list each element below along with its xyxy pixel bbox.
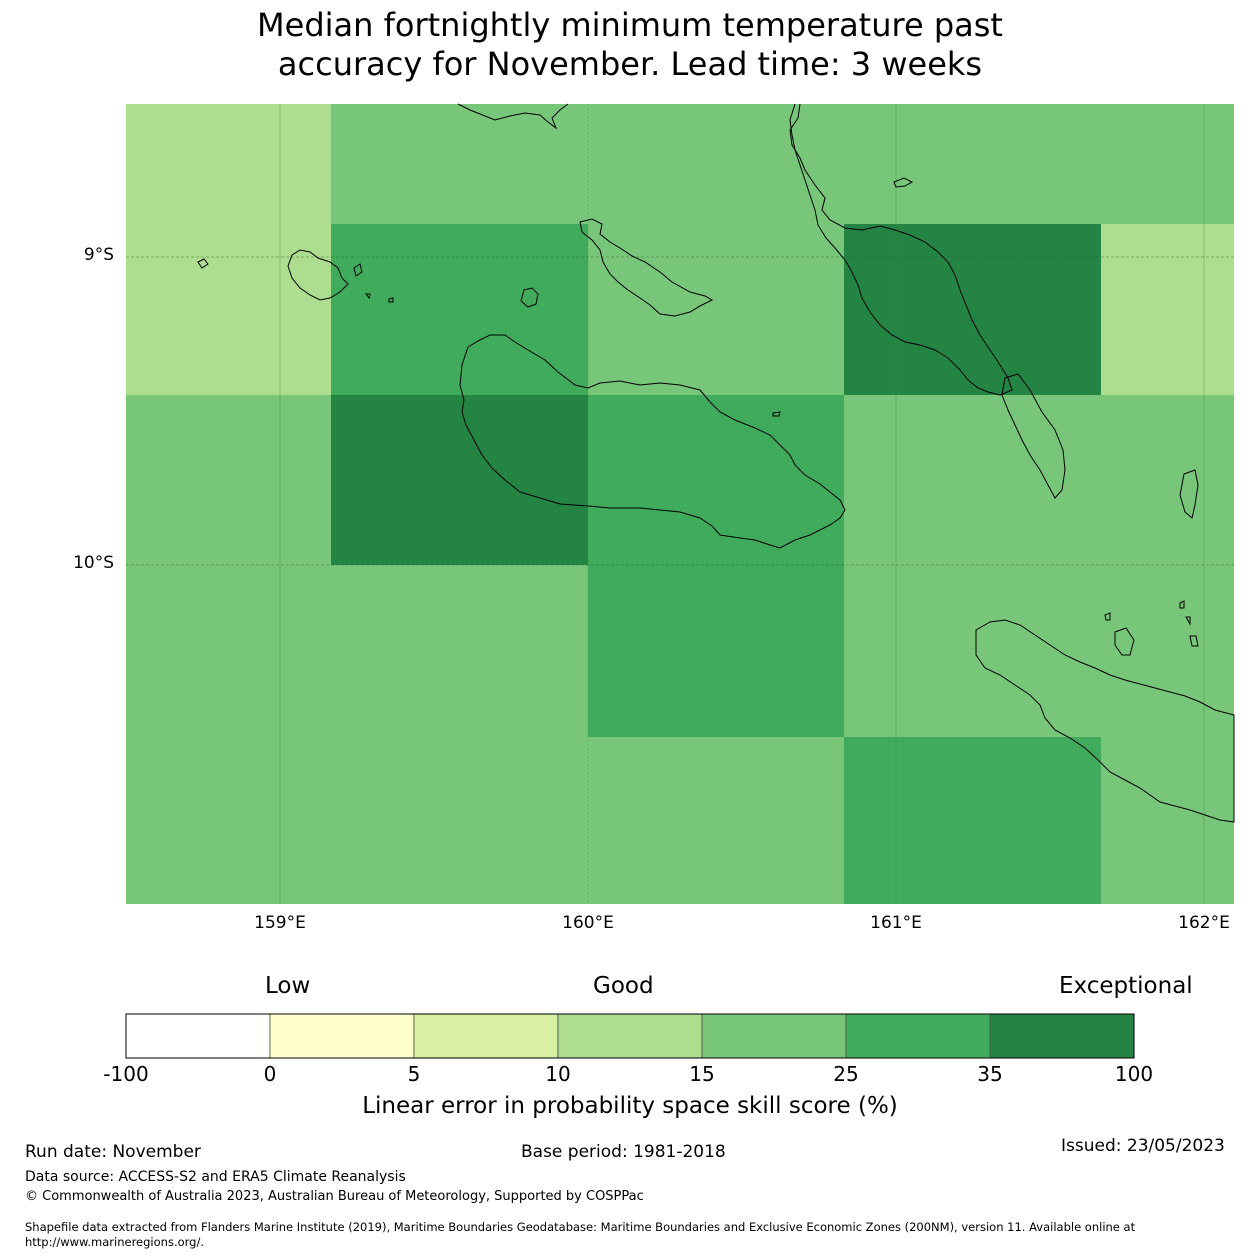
lon-label-162e: 162°E (1178, 913, 1230, 933)
grid-cell (1101, 565, 1234, 737)
coast-small-malaita (1001, 373, 1066, 499)
colorbar-band (989, 1013, 1135, 1059)
grid-cell (844, 104, 1101, 224)
grid-cell (588, 737, 844, 904)
colorbar-band (701, 1013, 847, 1059)
coast-islet-6 (1114, 627, 1135, 656)
lon-label-160e: 160°E (562, 913, 614, 933)
base-period: Base period: 1981-2018 (521, 1142, 726, 1162)
colorbar-title: Linear error in probability space skill … (362, 1093, 898, 1119)
grid-cell (588, 395, 844, 565)
grid-cell (126, 395, 331, 565)
grid-cell (1101, 395, 1234, 565)
colorbar (125, 1013, 1135, 1059)
coast-islet-9 (1185, 616, 1191, 626)
run-date: Run date: November (25, 1142, 201, 1162)
colorbar-tick: 100 (1114, 1062, 1154, 1086)
coast-islet-7 (1104, 612, 1111, 621)
coast-islet-8 (1179, 600, 1185, 609)
grid-cell (844, 224, 1101, 395)
grid-cell (331, 224, 588, 395)
grid-cell (331, 395, 588, 565)
colorbar-tick: 5 (407, 1062, 421, 1086)
grid-cell (331, 737, 588, 904)
grid-cell (844, 737, 1101, 904)
shapefile-credit-line-2: http://www.marineregions.org/. (25, 1235, 204, 1249)
grid-cell (844, 395, 1101, 565)
skill-grid (126, 104, 1234, 904)
grid-cell (1101, 737, 1234, 904)
colorbar-frame (125, 1013, 1135, 1059)
coast-savo (520, 287, 539, 308)
map-title: Median fortnightly minimum temperature p… (0, 6, 1260, 84)
coast-islet-1 (197, 258, 209, 269)
issued-date: Issued: 23/05/2023 (1061, 1136, 1225, 1156)
legend-category-good: Good (593, 973, 654, 999)
coast-malaita (789, 103, 1013, 396)
lon-label-159e: 159°E (254, 913, 306, 933)
map-canvas (126, 103, 1235, 904)
colorbar-tick: 35 (977, 1062, 1003, 1086)
lat-label-9s: 9°S (83, 245, 114, 265)
colorbar-tick: 10 (545, 1062, 571, 1086)
colorbar-band (557, 1013, 703, 1059)
coast-islet-4 (772, 411, 781, 417)
title-line-2: accuracy for November. Lead time: 3 week… (277, 45, 983, 83)
grid-cell (126, 737, 331, 904)
grid-cell (1101, 104, 1234, 224)
grid-cell (844, 565, 1101, 737)
grid-cell (126, 565, 331, 737)
coast-russell-2 (353, 263, 363, 277)
grid-cell (331, 565, 588, 737)
coast-guadalcanal (459, 334, 846, 549)
copyright: © Commonwealth of Australia 2023, Austra… (25, 1189, 644, 1204)
title-line-1: Median fortnightly minimum temperature p… (257, 6, 1003, 44)
colorbar-tick: 15 (689, 1062, 715, 1086)
grid-cell (588, 104, 844, 224)
coast-santa-isabel (457, 103, 569, 130)
data-source: Data source: ACCESS-S2 and ERA5 Climate … (25, 1169, 406, 1185)
lat-label-10s: 10°S (73, 553, 114, 573)
coast-islet-10 (1189, 635, 1199, 647)
shapefile-credit-line-1: Shapefile data extracted from Flanders M… (25, 1220, 1136, 1234)
grid-cell (331, 104, 588, 224)
colorbar-tick: 0 (263, 1062, 277, 1086)
colorbar-tick: 25 (833, 1062, 859, 1086)
colorbar-band (413, 1013, 559, 1059)
coast-florida (579, 218, 714, 317)
lon-label-161e: 161°E (870, 913, 922, 933)
legend-category-exceptional: Exceptional (1059, 973, 1193, 999)
grid-cell (588, 224, 844, 395)
coast-russell (287, 249, 349, 301)
colorbar-band (269, 1013, 415, 1059)
colorbar-band (845, 1013, 991, 1059)
colorbar-band (125, 1013, 271, 1059)
grid-cell (588, 565, 844, 737)
coast-makira (975, 619, 1235, 823)
coast-islet-2 (388, 297, 394, 303)
grid-cell (1101, 224, 1234, 395)
coastlines (197, 103, 1235, 823)
colorbar-tick: -100 (103, 1062, 149, 1086)
coast-islet-5 (893, 177, 914, 188)
coast-islet-3 (365, 293, 371, 300)
coast-ulawa (1179, 469, 1199, 519)
legend-category-low: Low (265, 973, 311, 999)
grid-cell (126, 104, 331, 224)
